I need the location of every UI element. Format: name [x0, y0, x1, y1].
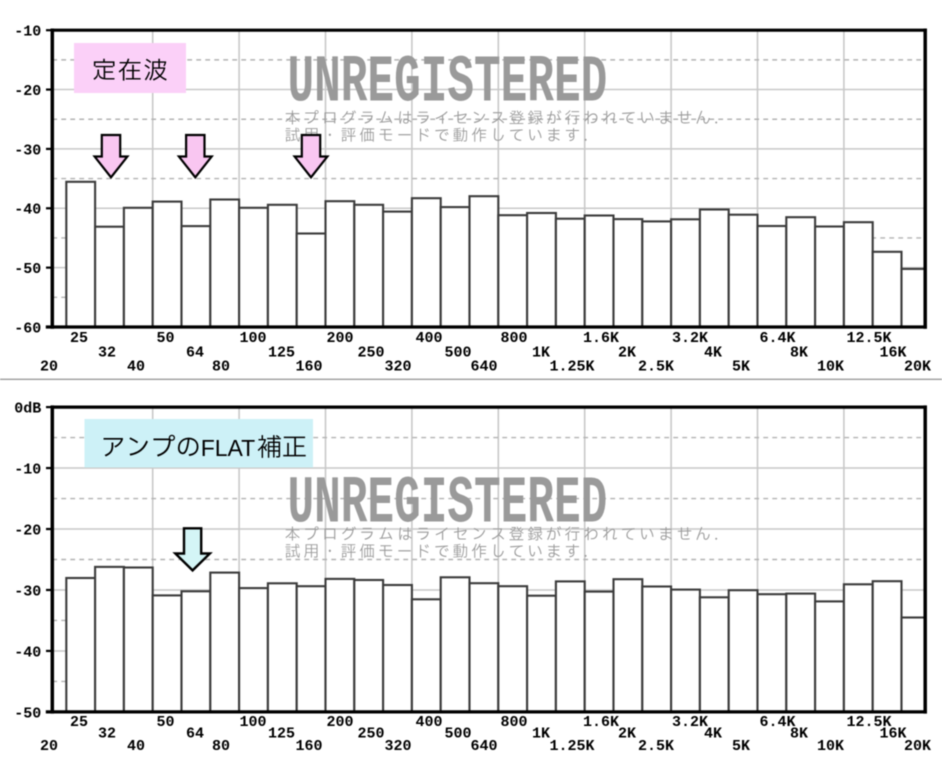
svg-text:125: 125 [268, 344, 295, 361]
svg-text:5K: 5K [732, 359, 750, 376]
svg-text:UNREGISTERED: UNREGISTERED [288, 467, 608, 542]
svg-text:40: 40 [127, 359, 145, 376]
svg-text:4K: 4K [704, 726, 722, 743]
svg-text:1.6K: 1.6K [583, 714, 619, 731]
svg-text:320: 320 [384, 738, 411, 755]
svg-text:32: 32 [98, 344, 116, 361]
svg-text:1K: 1K [532, 344, 550, 361]
svg-text:2.5K: 2.5K [638, 738, 674, 755]
svg-text:100: 100 [239, 330, 266, 347]
svg-text:UNREGISTERED: UNREGISTERED [288, 46, 608, 121]
svg-text:4K: 4K [704, 344, 722, 361]
svg-text:400: 400 [415, 714, 442, 731]
svg-text:1.6K: 1.6K [583, 330, 619, 347]
svg-text:6.4K: 6.4K [759, 330, 795, 347]
svg-text:80: 80 [212, 738, 230, 755]
svg-text:800: 800 [500, 714, 527, 731]
svg-text:-40: -40 [14, 644, 41, 661]
svg-text:16K: 16K [879, 344, 906, 361]
svg-text:640: 640 [470, 359, 497, 376]
svg-text:16K: 16K [879, 726, 906, 743]
svg-text:400: 400 [415, 330, 442, 347]
svg-text:-10: -10 [14, 24, 41, 41]
svg-text:320: 320 [384, 359, 411, 376]
svg-text:5K: 5K [732, 738, 750, 755]
svg-text:20K: 20K [904, 359, 931, 376]
svg-text:20K: 20K [904, 738, 931, 755]
svg-text:FLAT: FLAT [201, 435, 256, 461]
svg-text:32: 32 [98, 726, 116, 743]
svg-text:6.4K: 6.4K [759, 714, 795, 731]
svg-text:-10: -10 [14, 461, 41, 478]
svg-text:64: 64 [186, 344, 204, 361]
svg-text:80: 80 [212, 359, 230, 376]
svg-text:1K: 1K [532, 726, 550, 743]
svg-text:-60: -60 [14, 320, 41, 337]
svg-text:500: 500 [444, 344, 471, 361]
svg-text:500: 500 [444, 726, 471, 743]
svg-text:800: 800 [500, 330, 527, 347]
svg-text:125: 125 [268, 726, 295, 743]
svg-text:640: 640 [470, 738, 497, 755]
svg-text:50: 50 [156, 714, 174, 731]
svg-text:2.5K: 2.5K [638, 359, 674, 376]
svg-text:-30: -30 [14, 142, 41, 159]
svg-text:10K: 10K [817, 738, 844, 755]
svg-text:64: 64 [186, 726, 204, 743]
svg-text:8K: 8K [790, 344, 808, 361]
svg-text:20: 20 [40, 738, 58, 755]
svg-text:-50: -50 [14, 261, 41, 278]
svg-text:100: 100 [239, 714, 266, 731]
svg-text:8K: 8K [790, 726, 808, 743]
svg-text:0dB: 0dB [14, 401, 41, 418]
svg-text:40: 40 [127, 738, 145, 755]
svg-text:250: 250 [357, 726, 384, 743]
svg-text:50: 50 [156, 330, 174, 347]
svg-text:25: 25 [70, 330, 88, 347]
svg-text:160: 160 [295, 738, 322, 755]
svg-text:2K: 2K [618, 344, 636, 361]
svg-text:200: 200 [326, 330, 353, 347]
svg-text:20: 20 [40, 359, 58, 376]
svg-text:200: 200 [326, 714, 353, 731]
svg-text:-30: -30 [14, 583, 41, 600]
svg-text:3.2K: 3.2K [672, 330, 708, 347]
svg-text:25: 25 [70, 714, 88, 731]
svg-text:-20: -20 [14, 522, 41, 539]
svg-text:1.25K: 1.25K [549, 359, 594, 376]
svg-text:12.5K: 12.5K [846, 330, 891, 347]
svg-text:2K: 2K [618, 726, 636, 743]
svg-text:12.5K: 12.5K [846, 714, 891, 731]
svg-text:1.25K: 1.25K [549, 738, 594, 755]
svg-text:-20: -20 [14, 83, 41, 100]
svg-text:250: 250 [357, 344, 384, 361]
svg-text:-50: -50 [14, 705, 41, 722]
svg-text:-40: -40 [14, 202, 41, 219]
svg-text:3.2K: 3.2K [672, 714, 708, 731]
svg-text:160: 160 [295, 359, 322, 376]
svg-text:10K: 10K [817, 359, 844, 376]
